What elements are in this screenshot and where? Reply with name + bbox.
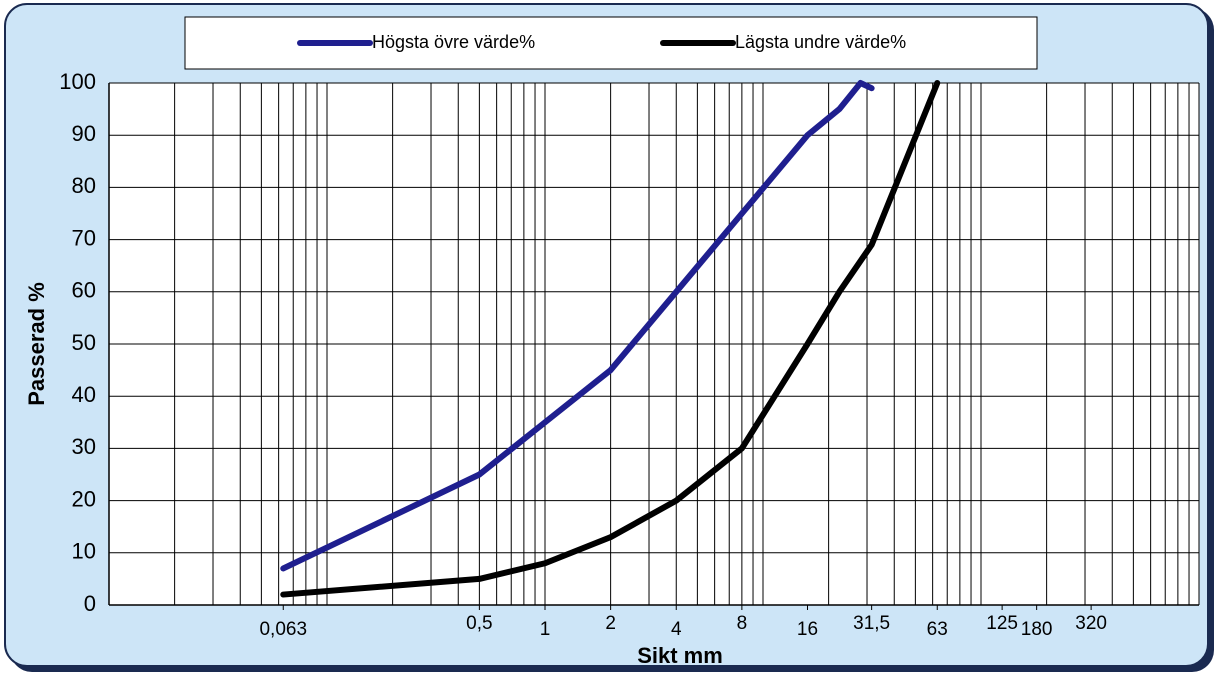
x-tick-label: 2 [605, 613, 616, 634]
x-tick-label: 31,5 [853, 613, 890, 634]
y-axis-title: Passerad % [24, 282, 49, 406]
y-tick-label: 20 [72, 486, 96, 511]
y-tick-label: 80 [72, 173, 96, 198]
x-tick-label: 180 [1021, 619, 1053, 640]
legend [184, 16, 1038, 70]
x-tick-label: 63 [927, 619, 948, 640]
y-tick-label: 50 [72, 330, 96, 355]
x-tick-label: 125 [986, 613, 1018, 634]
x-tick-label: 16 [797, 619, 818, 640]
y-tick-label: 40 [72, 382, 96, 407]
x-tick-label: 320 [1075, 613, 1107, 634]
legend-label: Högsta övre värde% [372, 32, 535, 52]
y-tick-label: 60 [72, 278, 96, 303]
x-tick-label: 8 [737, 613, 748, 634]
x-tick-label: 4 [671, 619, 682, 640]
x-tick-label: 0,5 [466, 613, 492, 634]
y-tick-label: 100 [59, 69, 96, 94]
legend-label: Lägsta undre värde% [735, 32, 906, 52]
x-axis-title: Sikt mm [637, 643, 723, 668]
y-tick-label: 0 [84, 591, 96, 616]
y-tick-label: 70 [72, 225, 96, 250]
series-line [280, 80, 941, 598]
series-line [280, 80, 875, 572]
y-tick-label: 90 [72, 121, 96, 146]
x-tick-label: 1 [540, 619, 551, 640]
y-tick-label: 30 [72, 434, 96, 459]
x-tick-label: 0,063 [259, 619, 307, 640]
y-tick-label: 10 [72, 539, 96, 564]
